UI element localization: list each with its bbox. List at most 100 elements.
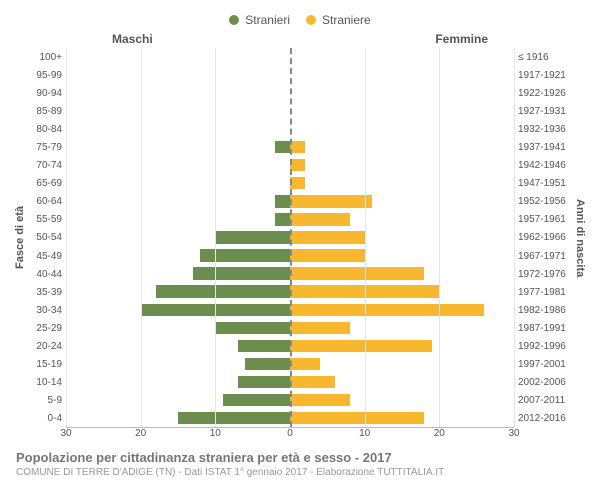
gridline [141, 48, 142, 427]
x-tick: 20 [135, 428, 146, 439]
gridline [66, 48, 67, 427]
gridline [514, 48, 515, 427]
y-axis-title-right: Anni di nascita [572, 48, 588, 428]
y-tick-age: 50-54 [28, 232, 62, 243]
bar-male [238, 376, 290, 388]
y-tick-birth: 1977-1981 [518, 287, 572, 298]
y-tick-age: 80-84 [28, 124, 62, 135]
y-tick-age: 0-4 [28, 413, 62, 424]
y-tick-age: 20-24 [28, 341, 62, 352]
y-tick-age: 65-69 [28, 178, 62, 189]
legend-label-male: Stranieri [245, 13, 290, 27]
bar-female [290, 322, 350, 334]
y-tick-birth: 2002-2006 [518, 377, 572, 388]
y-tick-birth: 2012-2016 [518, 413, 572, 424]
bar-male [200, 249, 290, 261]
gridline [215, 48, 216, 427]
bar-female [290, 340, 432, 352]
bar-male [156, 285, 290, 297]
y-tick-birth: 1957-1961 [518, 214, 572, 225]
bar-male [193, 267, 290, 279]
y-tick-age: 45-49 [28, 251, 62, 262]
bar-female [290, 231, 365, 243]
y-tick-birth: 1942-1946 [518, 160, 572, 171]
gridline [365, 48, 366, 427]
y-tick-age: 75-79 [28, 142, 62, 153]
bar-female [290, 213, 350, 225]
gridline [439, 48, 440, 427]
y-tick-birth: ≤ 1916 [518, 52, 572, 63]
y-tick-birth: 1972-1976 [518, 269, 572, 280]
y-tick-age: 95-99 [28, 70, 62, 81]
chart-subtitle: COMUNE DI TERRE D'ADIGE (TN) - Dati ISTA… [16, 467, 588, 478]
bar-female [290, 195, 372, 207]
bar-male [275, 141, 290, 153]
y-tick-birth: 1982-1986 [518, 305, 572, 316]
y-tick-age: 85-89 [28, 106, 62, 117]
y-tick-age: 40-44 [28, 269, 62, 280]
column-headers: Maschi Femmine [12, 30, 588, 48]
y-tick-birth: 1922-1926 [518, 88, 572, 99]
y-tick-age: 25-29 [28, 323, 62, 334]
legend-item-female: Straniere [306, 13, 371, 27]
y-tick-age: 15-19 [28, 359, 62, 370]
y-tick-age: 70-74 [28, 160, 62, 171]
legend-swatch-female [306, 15, 316, 25]
bar-male [215, 322, 290, 334]
y-tick-age: 10-14 [28, 377, 62, 388]
bar-female [290, 177, 305, 189]
bar-female [290, 358, 320, 370]
bar-female [290, 304, 484, 316]
x-axis: 3020100102030 [12, 428, 588, 444]
y-axis-labels-birth: ≤ 1916 1917-1921 1922-1926 1927-1931 1932-19… [514, 48, 572, 428]
x-tick: 30 [508, 428, 519, 439]
chart-footer: Popolazione per cittadinanza straniera p… [12, 444, 588, 478]
y-tick-birth: 1962-1966 [518, 232, 572, 243]
bar-male [215, 231, 290, 243]
bar-female [290, 412, 424, 424]
bar-male [223, 394, 290, 406]
bar-male [275, 213, 290, 225]
y-tick-birth: 1992-1996 [518, 341, 572, 352]
y-tick-birth: 1932-1936 [518, 124, 572, 135]
bar-female [290, 141, 305, 153]
y-tick-age: 60-64 [28, 196, 62, 207]
bar-female [290, 376, 335, 388]
plot-area [66, 48, 514, 428]
y-tick-birth: 1952-1956 [518, 196, 572, 207]
y-tick-birth: 1967-1971 [518, 251, 572, 262]
y-tick-birth: 2007-2011 [518, 395, 572, 406]
y-tick-age: 35-39 [28, 287, 62, 298]
x-tick: 10 [359, 428, 370, 439]
y-tick-age: 5-9 [28, 395, 62, 406]
bar-male [275, 195, 290, 207]
population-pyramid-chart: Stranieri Straniere Maschi Femmine Fasce… [0, 0, 600, 500]
y-tick-age: 100+ [28, 52, 62, 63]
y-axis-title-left: Fasce di età [12, 48, 28, 428]
bar-female [290, 267, 424, 279]
y-tick-age: 55-59 [28, 214, 62, 225]
y-tick-birth: 1917-1921 [518, 70, 572, 81]
y-tick-age: 30-34 [28, 305, 62, 316]
x-tick: 0 [287, 428, 293, 439]
y-tick-age: 90-94 [28, 88, 62, 99]
y-axis-labels-age: 100+ 95-99 90-94 85-89 80-84 75-79 70-74 65-69 6… [28, 48, 66, 428]
legend-item-male: Stranieri [229, 13, 290, 27]
chart-title: Popolazione per cittadinanza straniera p… [16, 450, 588, 465]
legend: Stranieri Straniere [12, 10, 588, 30]
y-tick-birth: 1947-1951 [518, 178, 572, 189]
bar-male [245, 358, 290, 370]
bar-female [290, 249, 365, 261]
bar-male [178, 412, 290, 424]
bar-female [290, 159, 305, 171]
y-tick-birth: 1987-1991 [518, 323, 572, 334]
bar-female [290, 394, 350, 406]
x-tick: 30 [60, 428, 71, 439]
legend-swatch-male [229, 15, 239, 25]
x-tick: 20 [434, 428, 445, 439]
header-male: Maschi [112, 32, 153, 46]
header-female: Femmine [435, 32, 488, 46]
y-tick-birth: 1927-1931 [518, 106, 572, 117]
gridline [290, 48, 292, 427]
y-tick-birth: 1937-1941 [518, 142, 572, 153]
